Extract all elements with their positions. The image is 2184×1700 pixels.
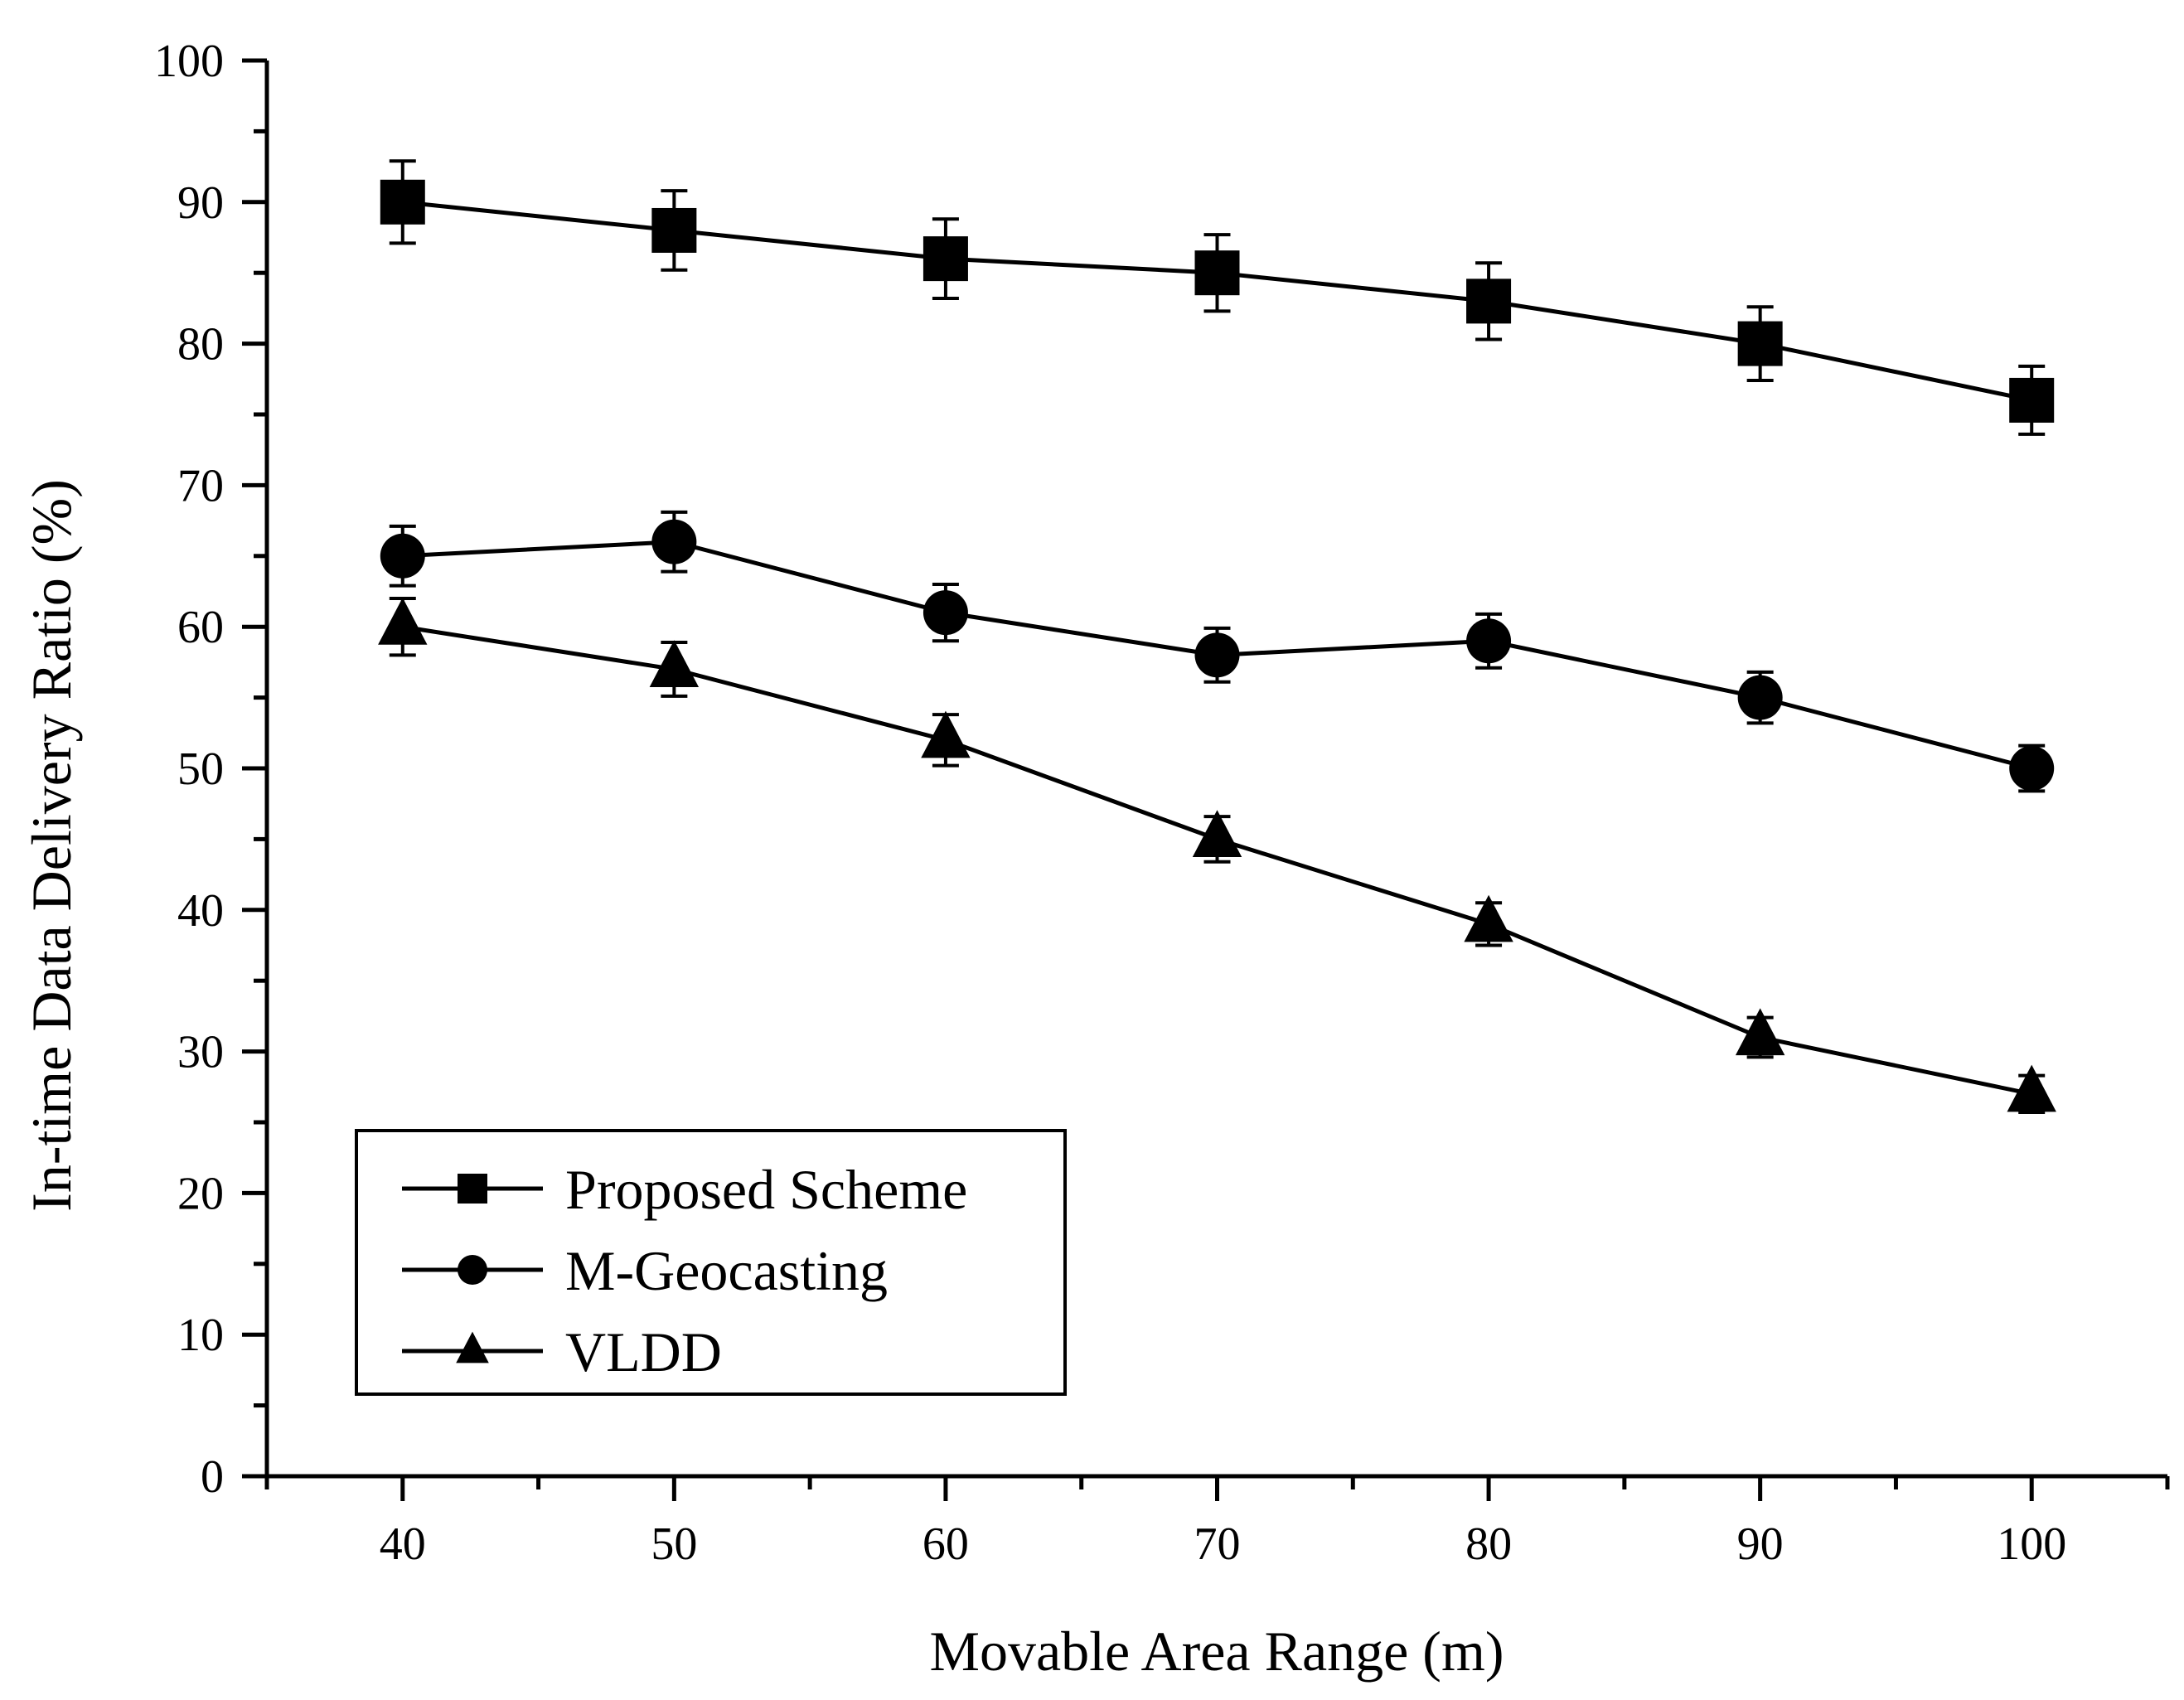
data-point-triangle — [1464, 894, 1513, 942]
series-proposed-scheme — [380, 159, 2055, 436]
y-tick-label: 40 — [177, 885, 224, 937]
data-point-triangle — [1192, 810, 1242, 857]
y-tick-label: 30 — [177, 1027, 224, 1078]
plot-marks — [378, 159, 2056, 1115]
legend-marker-square — [458, 1174, 487, 1204]
x-tick-label: 90 — [1737, 1518, 1784, 1570]
legend-label: VLDD — [565, 1320, 722, 1383]
data-point-square — [1194, 250, 1240, 296]
y-tick-label: 10 — [177, 1310, 224, 1361]
legend-marker-triangle — [456, 1331, 489, 1363]
axes: 0 10 20 30 40 50 60 70 80 90 100 40 50 60 70 80 90 100 — [154, 36, 2170, 1570]
y-tick-label: 50 — [177, 743, 224, 795]
data-point-triangle — [2007, 1064, 2056, 1112]
x-tick-label: 80 — [1465, 1518, 1512, 1570]
x-tick-label: 100 — [1997, 1518, 2066, 1570]
legend: Proposed Scheme M-Geocasting VLDD — [355, 1129, 1067, 1396]
y-tick-label: 100 — [154, 36, 224, 87]
y-tick-label: 60 — [177, 602, 224, 653]
data-point-circle — [651, 519, 697, 564]
data-point-triangle — [1735, 1008, 1785, 1056]
data-point-circle — [1194, 632, 1240, 678]
x-tick-label: 70 — [1194, 1518, 1241, 1570]
y-tick-label: 20 — [177, 1168, 224, 1219]
x-tick-label: 40 — [380, 1518, 426, 1570]
data-point-circle — [923, 590, 968, 636]
y-tick-label: 80 — [177, 319, 224, 371]
legend-label: M-Geocasting — [565, 1239, 888, 1302]
data-point-square — [1466, 278, 1512, 324]
y-tick-label: 70 — [177, 460, 224, 511]
data-point-triangle — [649, 640, 700, 687]
data-point-circle — [2009, 746, 2055, 791]
series-vldd — [378, 597, 2056, 1115]
data-point-square — [1737, 321, 1783, 366]
data-point-circle — [380, 533, 425, 579]
data-point-square — [2009, 377, 2055, 423]
x-tick-label: 60 — [923, 1518, 969, 1570]
legend-marker-circle — [458, 1255, 487, 1285]
data-point-circle — [1737, 675, 1783, 720]
y-tick-label: 90 — [177, 177, 224, 229]
data-point-circle — [1466, 618, 1512, 664]
data-point-square — [380, 179, 425, 225]
x-tick-label: 50 — [651, 1518, 697, 1570]
data-point-square — [923, 236, 968, 282]
y-tick-label: 0 — [201, 1451, 224, 1503]
data-point-triangle — [378, 598, 428, 645]
legend-label: Proposed Scheme — [565, 1158, 967, 1221]
series-m-geocasting — [380, 510, 2055, 793]
y-axis-title: In-time Data Delivery Ratio (%) — [20, 479, 83, 1212]
data-point-square — [651, 207, 697, 253]
x-axis-title: Movable Area Range (m) — [930, 1620, 1504, 1683]
data-point-triangle — [921, 710, 971, 758]
